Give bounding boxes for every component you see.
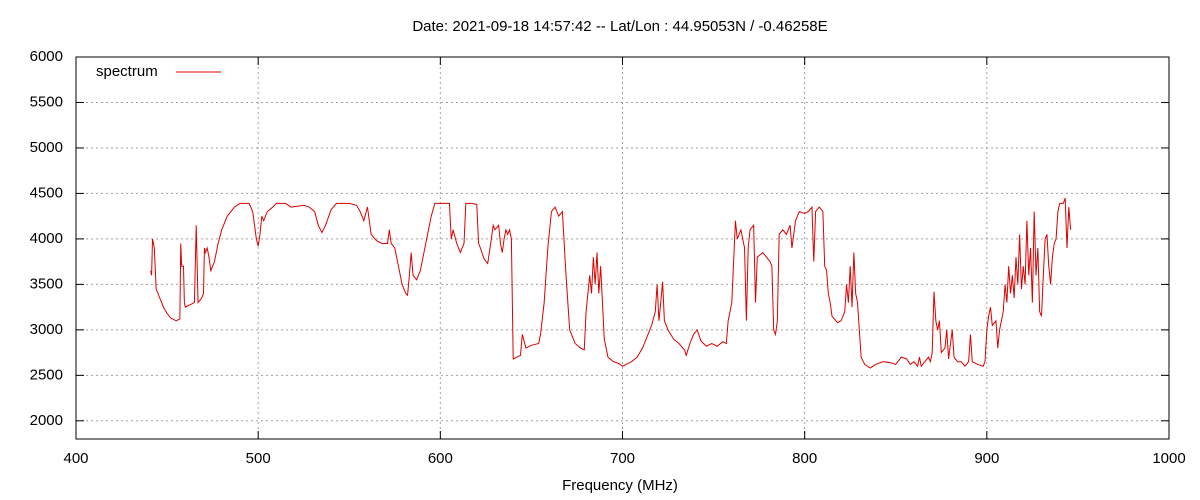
x-tick-label: 700: [610, 450, 635, 467]
x-tick-label: 400: [63, 450, 88, 467]
chart-title: Date: 2021-09-18 14:57:42 -- Lat/Lon : 4…: [412, 18, 827, 35]
x-axis-label: Frequency (MHz): [562, 477, 678, 494]
x-tick-label: 600: [428, 450, 453, 467]
x-tick-label: 500: [246, 450, 271, 467]
y-tick-label: 2000: [30, 412, 63, 429]
y-tick-label: 3500: [30, 275, 63, 292]
y-tick-label: 3000: [30, 321, 63, 338]
y-tick-label: 2500: [30, 366, 63, 383]
y-tick-label: 5000: [30, 139, 63, 156]
series-line: [150, 197, 1072, 369]
x-tick-label: 900: [974, 450, 999, 467]
legend-label: spectrum: [96, 63, 158, 80]
y-tick-label: 6000: [30, 48, 63, 65]
x-tick-label: 1000: [1152, 450, 1185, 467]
plot-border: [75, 56, 1170, 440]
y-tick-label: 5500: [30, 93, 63, 110]
y-tick-label: 4000: [30, 230, 63, 247]
y-tick-label: 4500: [30, 184, 63, 201]
x-tick-label: 800: [792, 450, 817, 467]
